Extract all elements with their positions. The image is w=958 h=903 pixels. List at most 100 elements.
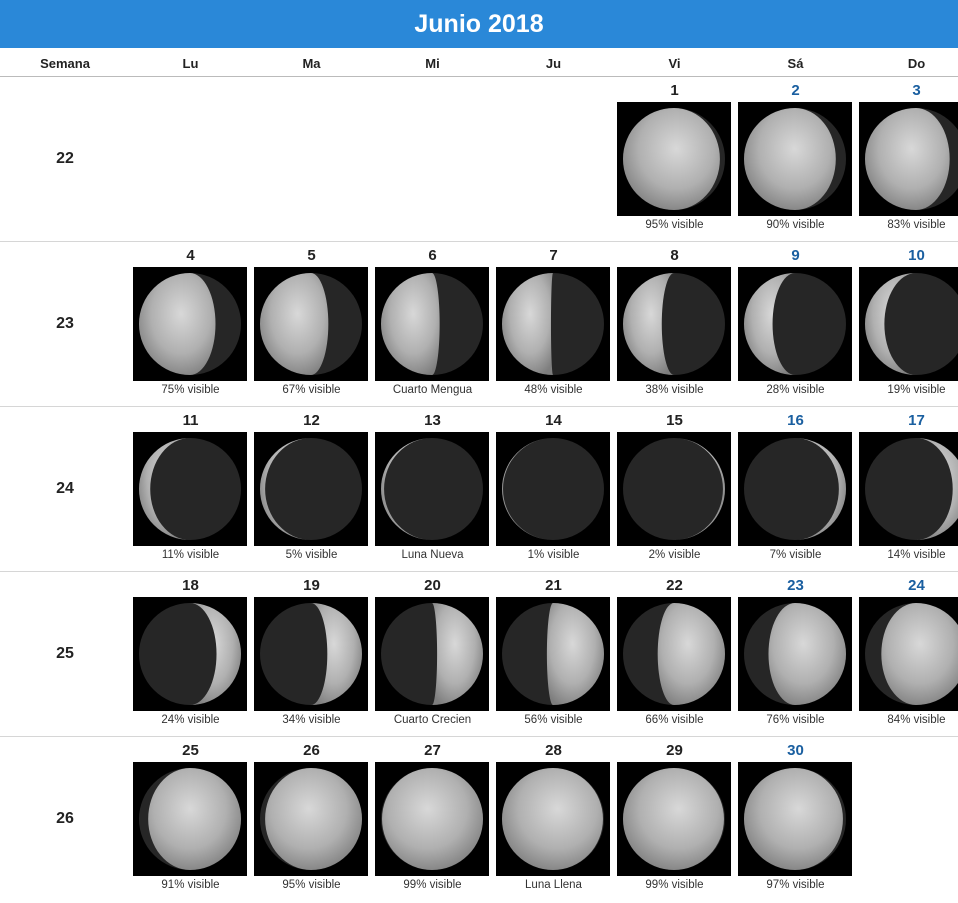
day-number: 30: [787, 742, 804, 759]
moon-image: [254, 762, 368, 876]
day-number: 29: [666, 742, 683, 759]
day-cell: 6 Cuarto Mengua: [372, 243, 493, 408]
column-header: Ma: [302, 56, 321, 71]
moon-caption: Luna Nueva: [401, 549, 464, 561]
day-cell: 7 48% visible: [493, 243, 614, 408]
day-cell: 2 90% visible: [735, 78, 856, 243]
moon-caption: 11% visible: [161, 549, 220, 561]
moon-caption: 1% visible: [527, 549, 580, 561]
moon-image: [133, 432, 247, 546]
day-number: 6: [428, 247, 437, 264]
moon-lit: [657, 603, 725, 705]
column-header: Lu: [182, 56, 199, 71]
moon-caption: 34% visible: [282, 714, 341, 726]
moon-caption: Cuarto Mengua: [392, 384, 473, 396]
row-rule: [0, 571, 958, 572]
row-rule: [0, 406, 958, 407]
moon-image: [133, 597, 247, 711]
day-cell: 5 67% visible: [251, 243, 372, 408]
moon-image: [375, 597, 489, 711]
moon-lit: [311, 603, 362, 705]
week-number: 26: [56, 810, 74, 827]
day-number: 7: [549, 247, 558, 264]
moon-image: [617, 432, 731, 546]
day-number: 8: [670, 247, 679, 264]
moon-image: [375, 762, 489, 876]
moon-image: [859, 267, 958, 381]
day-cell: 4 75% visible: [130, 243, 251, 408]
moon-image: [133, 267, 247, 381]
calendar-title: Junio 2018: [0, 0, 958, 48]
moon-dark: [260, 438, 362, 540]
day-cell: 15 2% visible: [614, 408, 735, 573]
week-number: 24: [56, 480, 74, 497]
moon-image: [133, 762, 247, 876]
moon-lit: [744, 768, 843, 870]
day-number: 28: [545, 742, 562, 759]
moon-lit: [432, 603, 483, 705]
moon-dark: [865, 438, 958, 540]
moon-image: [617, 102, 731, 216]
moon-image: [617, 762, 731, 876]
week-number: 22: [56, 150, 74, 167]
day-number: 2: [791, 82, 800, 99]
moon-caption: 99% visible: [645, 879, 704, 891]
moon-caption: 19% visible: [887, 384, 946, 396]
day-cell: 17 14% visible: [856, 408, 958, 573]
moon-image: [859, 432, 958, 546]
moon-image: [738, 432, 852, 546]
column-header: Vi: [668, 56, 681, 71]
column-header: Ju: [545, 56, 562, 71]
day-cell: 27 99% visible: [372, 738, 493, 903]
day-cell: 19 34% visible: [251, 573, 372, 738]
day-cell: 26 95% visible: [251, 738, 372, 903]
day-cell: 22 66% visible: [614, 573, 735, 738]
day-cell: 11 11% visible: [130, 408, 251, 573]
day-number: 22: [666, 577, 683, 594]
moon-caption: 5% visible: [285, 549, 338, 561]
moon-lit: [546, 603, 604, 705]
day-number: 14: [545, 412, 562, 429]
day-cell: 28 Luna Llena: [493, 738, 614, 903]
moon-caption: 28% visible: [766, 384, 825, 396]
moon-lit: [768, 603, 846, 705]
moon-caption: Luna Llena: [525, 879, 582, 891]
moon-lit: [381, 273, 440, 375]
day-number: 12: [303, 412, 320, 429]
day-number: 10: [908, 247, 925, 264]
day-cell: 10 19% visible: [856, 243, 958, 408]
moon-lit: [139, 438, 190, 540]
day-number: 16: [787, 412, 804, 429]
moon-caption: 76% visible: [766, 714, 825, 726]
moon-dark: [623, 438, 725, 540]
moon-lit: [744, 108, 836, 210]
day-number: 11: [182, 412, 199, 429]
moon-caption: 90% visible: [766, 219, 825, 231]
day-number: 23: [787, 577, 804, 594]
moon-image: [738, 597, 852, 711]
moon-lit: [148, 768, 241, 870]
day-cell: 9 28% visible: [735, 243, 856, 408]
moon-caption: 99% visible: [403, 879, 462, 891]
day-cell: 14 1% visible: [493, 408, 614, 573]
moon-image: [375, 432, 489, 546]
moon-lit: [260, 273, 329, 375]
moon-lit: [502, 273, 553, 375]
moon-lit: [881, 603, 958, 705]
moon-caption: 7% visible: [769, 549, 822, 561]
moon-caption: 75% visible: [161, 384, 220, 396]
moon-caption: 2% visible: [648, 549, 701, 561]
moon-image: [496, 597, 610, 711]
moon-image: [496, 267, 610, 381]
day-number: 27: [424, 742, 441, 759]
moon-caption: 84% visible: [887, 714, 946, 726]
day-cell: 20 Cuarto Crecien: [372, 573, 493, 738]
day-number: 4: [186, 247, 195, 264]
moon-caption: 83% visible: [887, 219, 946, 231]
moon-caption: 95% visible: [282, 879, 341, 891]
moon-image: [254, 432, 368, 546]
day-number: 19: [303, 577, 320, 594]
day-number: 1: [670, 82, 679, 99]
moon-lit: [795, 438, 846, 540]
